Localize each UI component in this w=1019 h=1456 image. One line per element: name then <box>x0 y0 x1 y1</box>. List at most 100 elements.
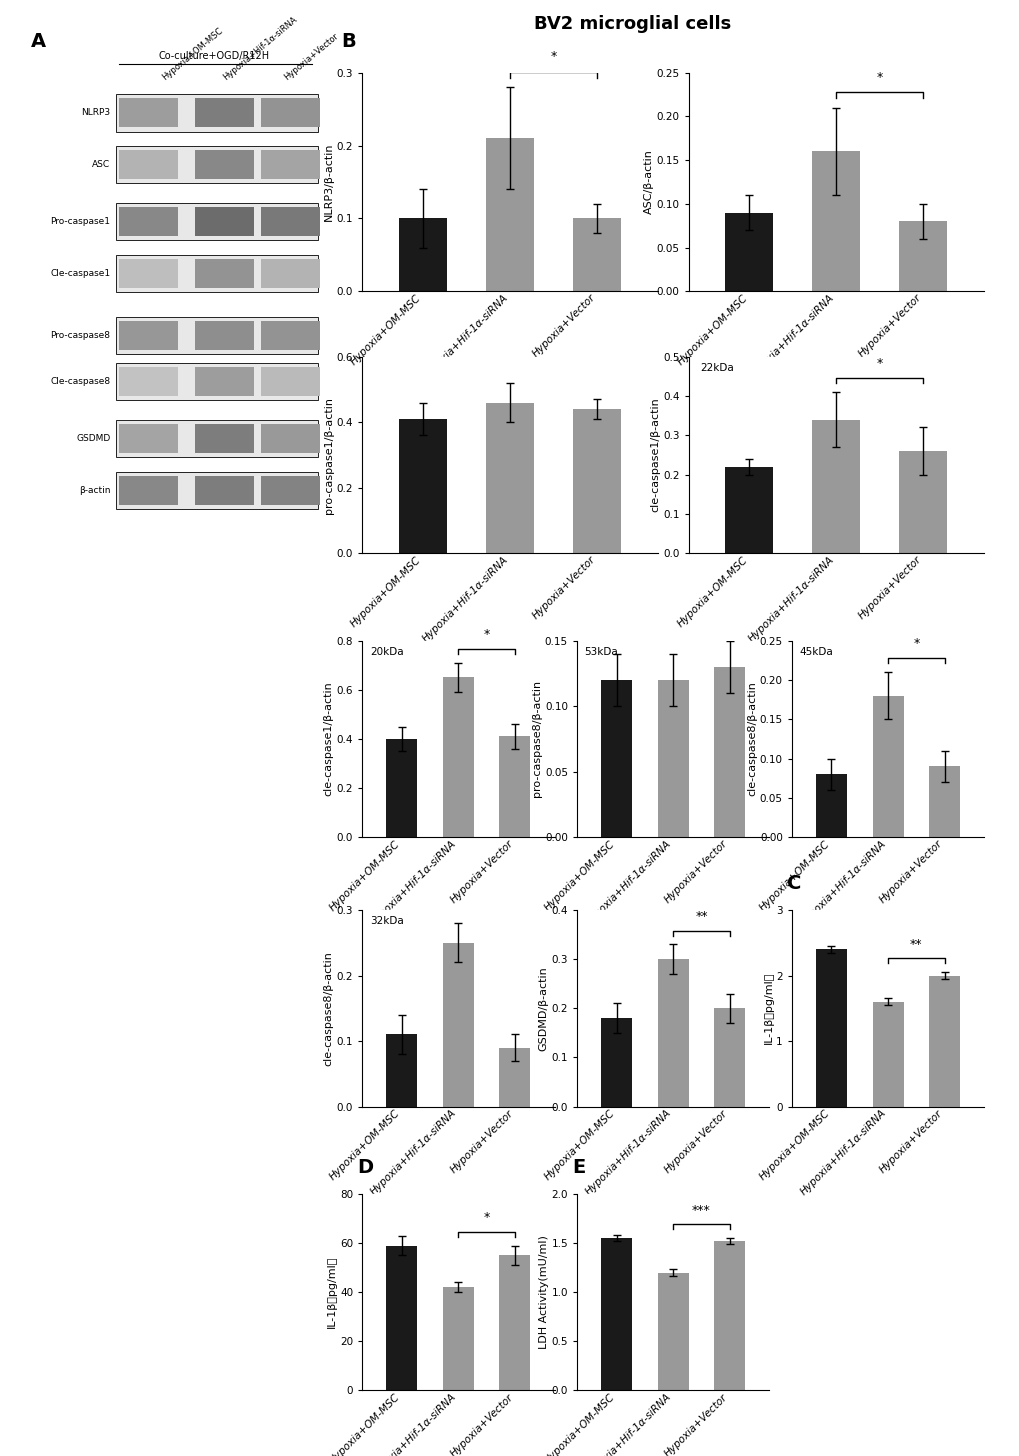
Text: Cle-caspase8: Cle-caspase8 <box>50 377 110 386</box>
Text: Hypoxia+Vector: Hypoxia+Vector <box>281 31 339 82</box>
Text: Co-culture+OGD/R12H: Co-culture+OGD/R12H <box>158 51 269 61</box>
FancyBboxPatch shape <box>261 424 320 453</box>
Text: *: * <box>876 358 882 370</box>
FancyBboxPatch shape <box>116 419 317 457</box>
FancyBboxPatch shape <box>116 95 317 131</box>
Bar <box>386 738 417 837</box>
Text: GSDMD: GSDMD <box>76 434 110 443</box>
Bar <box>928 766 959 837</box>
Text: **: ** <box>909 938 922 951</box>
Text: BV2 microglial cells: BV2 microglial cells <box>533 15 731 32</box>
FancyBboxPatch shape <box>261 320 320 349</box>
FancyBboxPatch shape <box>195 150 254 179</box>
Bar <box>928 976 959 1107</box>
Text: *: * <box>550 51 556 63</box>
FancyBboxPatch shape <box>195 259 254 288</box>
Text: E: E <box>572 1158 585 1176</box>
Text: 20kDa: 20kDa <box>370 646 404 657</box>
Bar <box>899 221 947 291</box>
Text: 45kDa: 45kDa <box>799 646 833 657</box>
Text: **: ** <box>695 910 707 923</box>
Bar <box>600 1018 632 1107</box>
Y-axis label: cle-caspase1/β-actin: cle-caspase1/β-actin <box>323 681 333 796</box>
Y-axis label: cle-caspase8/β-actin: cle-caspase8/β-actin <box>746 681 756 796</box>
FancyBboxPatch shape <box>119 320 178 349</box>
Text: C: C <box>786 874 800 893</box>
Bar <box>871 1002 903 1107</box>
Bar <box>442 1287 474 1390</box>
Bar <box>812 151 859 291</box>
FancyBboxPatch shape <box>195 207 254 236</box>
Bar <box>871 696 903 837</box>
Text: D: D <box>357 1158 373 1176</box>
FancyBboxPatch shape <box>195 320 254 349</box>
FancyBboxPatch shape <box>261 476 320 505</box>
Text: A: A <box>31 32 46 51</box>
Bar <box>573 409 621 553</box>
Bar <box>442 943 474 1107</box>
Bar <box>573 218 621 291</box>
FancyBboxPatch shape <box>195 367 254 396</box>
Bar <box>657 680 688 837</box>
FancyBboxPatch shape <box>116 363 317 400</box>
Text: Hypoxia+OM-MSC: Hypoxia+OM-MSC <box>161 26 225 82</box>
FancyBboxPatch shape <box>195 424 254 453</box>
Bar <box>725 467 772 553</box>
FancyBboxPatch shape <box>116 472 317 510</box>
FancyBboxPatch shape <box>119 99 178 128</box>
Bar <box>600 680 632 837</box>
Bar <box>815 775 846 837</box>
FancyBboxPatch shape <box>116 202 317 240</box>
Text: B: B <box>341 32 356 51</box>
FancyBboxPatch shape <box>116 316 317 354</box>
Text: *: * <box>483 1211 489 1224</box>
FancyBboxPatch shape <box>261 367 320 396</box>
FancyBboxPatch shape <box>195 476 254 505</box>
Y-axis label: IL-1β（pg/ml）: IL-1β（pg/ml） <box>762 973 772 1044</box>
Text: Pro-caspase1: Pro-caspase1 <box>50 217 110 226</box>
Bar <box>486 138 533 291</box>
Bar <box>657 960 688 1107</box>
Bar <box>386 1245 417 1390</box>
Bar <box>713 667 745 837</box>
FancyBboxPatch shape <box>119 424 178 453</box>
Text: ASC: ASC <box>93 160 110 169</box>
FancyBboxPatch shape <box>119 207 178 236</box>
FancyBboxPatch shape <box>119 150 178 179</box>
Y-axis label: pro-caspase8/β-actin: pro-caspase8/β-actin <box>532 680 541 798</box>
Bar <box>398 419 446 553</box>
Y-axis label: GSDMD/β-actin: GSDMD/β-actin <box>538 965 548 1051</box>
Text: 53kDa: 53kDa <box>584 646 618 657</box>
Bar <box>486 402 533 553</box>
Y-axis label: ASC/β-actin: ASC/β-actin <box>643 150 653 214</box>
Y-axis label: pro-caspase1/β-actin: pro-caspase1/β-actin <box>323 396 333 514</box>
Bar <box>899 451 947 553</box>
Text: 22kDa: 22kDa <box>700 363 734 373</box>
Y-axis label: LDH Activity(mU/ml): LDH Activity(mU/ml) <box>538 1235 548 1350</box>
Text: NLRP3: NLRP3 <box>82 108 110 118</box>
FancyBboxPatch shape <box>119 476 178 505</box>
Bar <box>442 677 474 837</box>
Text: Hypoxia+Hif-1α-siRNA: Hypoxia+Hif-1α-siRNA <box>221 15 299 82</box>
Bar <box>600 1238 632 1390</box>
Text: Pro-caspase8: Pro-caspase8 <box>50 331 110 339</box>
Y-axis label: cle-caspase8/β-actin: cle-caspase8/β-actin <box>323 951 333 1066</box>
FancyBboxPatch shape <box>116 146 317 183</box>
Bar <box>499 1048 530 1107</box>
Bar <box>499 1255 530 1390</box>
Bar <box>386 1034 417 1107</box>
Bar <box>812 419 859 553</box>
Y-axis label: IL-1β（pg/ml）: IL-1β（pg/ml） <box>327 1257 337 1328</box>
Bar <box>713 1241 745 1390</box>
FancyBboxPatch shape <box>119 367 178 396</box>
FancyBboxPatch shape <box>195 99 254 128</box>
FancyBboxPatch shape <box>119 259 178 288</box>
Text: β-actin: β-actin <box>78 486 110 495</box>
Text: *: * <box>483 628 489 641</box>
Bar <box>713 1008 745 1107</box>
Bar <box>725 213 772 291</box>
Bar <box>499 737 530 837</box>
Text: Cle-caspase1: Cle-caspase1 <box>50 269 110 278</box>
Y-axis label: NLRP3/β-actin: NLRP3/β-actin <box>323 143 333 221</box>
FancyBboxPatch shape <box>116 255 317 291</box>
